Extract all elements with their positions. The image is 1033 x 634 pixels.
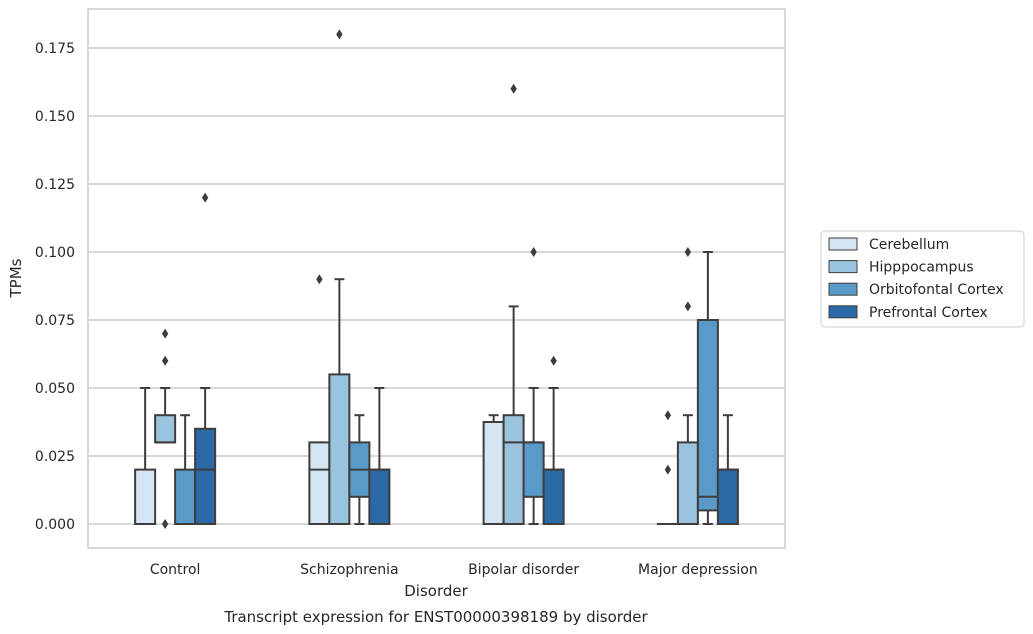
legend-swatch: [828, 237, 858, 251]
box-2-3: [696, 251, 719, 525]
outlier-point: [550, 355, 557, 366]
box-body: [676, 441, 699, 525]
box-0-3: [656, 410, 679, 526]
x-tick-labels: Control Schizophrenia Bipolar disorder Majo…: [150, 562, 758, 578]
box-0-2: [482, 414, 505, 525]
box-3-3: [716, 414, 739, 526]
box-3-1: [368, 387, 391, 526]
x-tick-label: Control: [150, 562, 201, 578]
box-body: [174, 468, 197, 526]
box-body: [328, 373, 351, 525]
legend-swatch: [828, 305, 858, 319]
y-tick-label: 0.050: [35, 381, 75, 397]
legend-label: Prefrontal Cortex: [869, 305, 988, 321]
x-axis-label: Disorder: [404, 582, 468, 600]
outlier-point: [316, 274, 323, 285]
outlier-point: [664, 410, 672, 421]
box-0-1: [308, 274, 331, 525]
box-2-2: [522, 247, 545, 525]
box-body: [522, 441, 545, 498]
outlier-point: [161, 328, 169, 339]
box-0-0: [134, 387, 157, 526]
boxes-layer: [134, 29, 739, 529]
box-body: [134, 468, 157, 526]
outlier-point: [161, 355, 169, 366]
legend-label: Cerebellum: [869, 237, 949, 253]
y-tick-label: 0.025: [35, 449, 75, 465]
y-axis-label: TPMs: [7, 258, 25, 298]
box-2-1: [348, 414, 371, 525]
box-3-2: [542, 355, 565, 526]
legend: Cerebellum Hipppocampus Orbitofontal Corte…: [820, 230, 1025, 328]
box-body: [482, 421, 505, 525]
box-body: [542, 468, 565, 526]
y-tick-label: 0.150: [35, 109, 75, 125]
box-body: [154, 414, 177, 444]
plot-frame: [87, 8, 786, 549]
box-body: [696, 319, 719, 512]
x-tick-label: Bipolar disorder: [468, 562, 579, 578]
outlier-point: [664, 464, 672, 475]
legend-swatch: [828, 282, 858, 296]
legend-frame: [820, 230, 1025, 328]
chart-caption: Transcript expression for ENST0000039818…: [223, 608, 648, 626]
outlier-point: [510, 83, 517, 94]
outlier-point: [530, 247, 537, 257]
y-tick-label: 0.000: [35, 517, 75, 533]
x-tick-label: Schizophrenia: [300, 562, 398, 578]
x-tick-label: Major depression: [638, 562, 758, 578]
outlier-point: [201, 192, 209, 203]
y-tick-label: 0.175: [35, 41, 75, 57]
box-1-0: [154, 328, 177, 529]
box-body: [368, 468, 391, 526]
outlier-point: [684, 301, 692, 312]
y-tick-label: 0.125: [35, 177, 75, 193]
legend-label: Hipppocampus: [869, 260, 974, 276]
y-tick-label: 0.075: [35, 313, 75, 329]
box-body: [502, 414, 525, 526]
box-body: [716, 468, 739, 526]
outlier-point: [684, 247, 692, 257]
outlier-point: [336, 29, 343, 40]
box-2-0: [174, 414, 197, 526]
y-tick-label: 0.100: [35, 245, 75, 261]
legend-swatch: [828, 260, 858, 274]
box-body: [194, 427, 217, 525]
y-tick-labels: 0.000 0.025 0.050 0.075 0.100 0.125 0.150 0.175: [35, 41, 75, 533]
legend-label: Orbitofontal Cortex: [869, 282, 1004, 298]
box-body: [308, 441, 331, 525]
box-3-0: [194, 192, 217, 525]
outlier-point: [161, 519, 169, 529]
